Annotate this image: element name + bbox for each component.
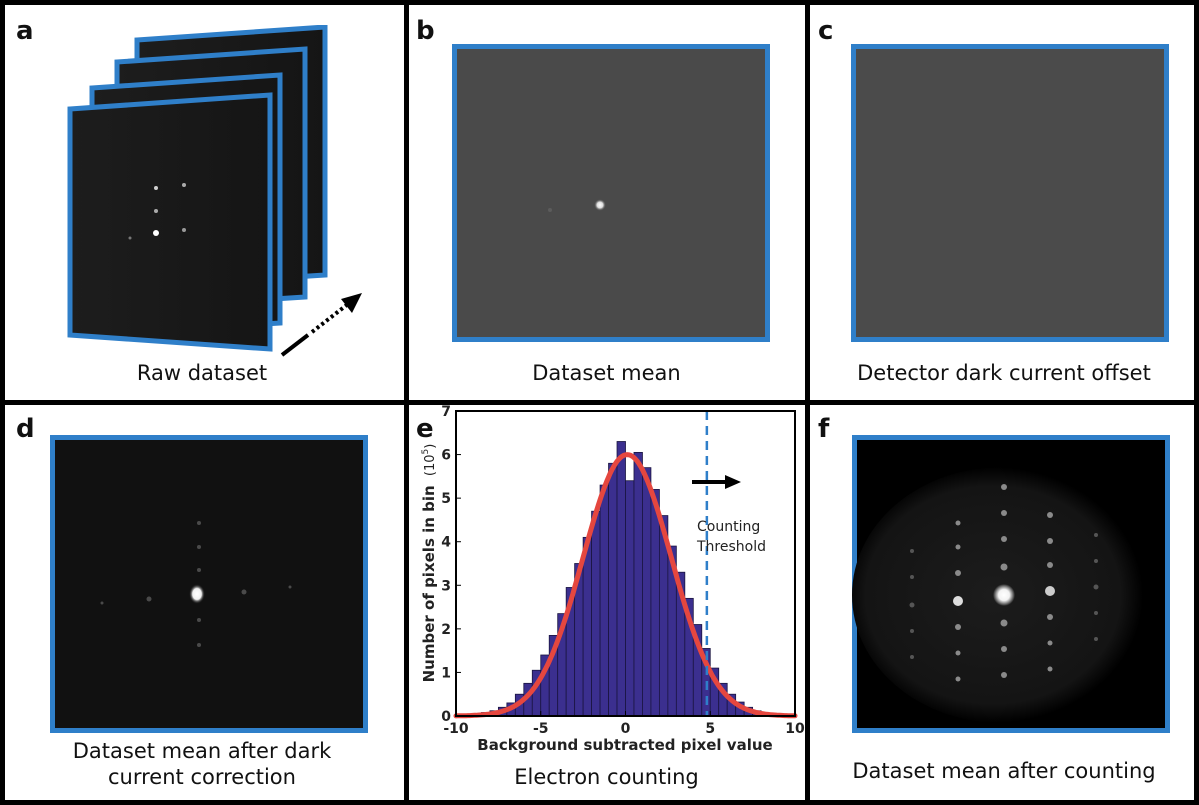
caption-d: Dataset mean after dark current correcti… — [0, 738, 404, 791]
histogram-bar — [616, 441, 626, 717]
histogram-bars — [472, 441, 779, 717]
y-axis-unit: (10 — [423, 454, 438, 476]
y-tick-label: 4 — [441, 535, 451, 551]
y-axis-unit-exp: 5 — [421, 449, 431, 455]
raw-dataset-stack — [67, 25, 362, 357]
central-beam-spot — [594, 199, 606, 211]
panel-label-a: a — [16, 16, 34, 46]
histogram-chart: -10 -5 0 5 10 0 1 2 3 4 5 6 7 Counting Threshold Bac… — [420, 405, 805, 754]
caption-f: Dataset mean after counting — [852, 759, 1156, 783]
caption-d-line-2: current correction — [108, 765, 296, 790]
histogram-bar — [582, 536, 592, 717]
caption-d-line-1: Dataset mean after dark — [72, 739, 332, 763]
x-axis-label: Background subtracted pixel value — [477, 736, 772, 754]
x-tick-label: 0 — [621, 721, 631, 737]
dark-corrected-mean-image — [50, 435, 368, 733]
gaussian-fit-curve — [453, 452, 798, 719]
histogram-bar — [650, 489, 660, 717]
panel-label-f: f — [818, 414, 830, 444]
caption-a: Raw dataset — [136, 361, 268, 385]
faint-diffraction-spots — [100, 521, 292, 647]
panel-label-b: b — [416, 16, 435, 46]
divider-h — [0, 400, 1199, 405]
x-tick-label: -10 — [443, 721, 469, 737]
diffraction-spots — [909, 484, 1099, 682]
annotation-counting: Counting — [697, 519, 760, 535]
axis-ticks: -10 -5 0 5 10 0 1 2 3 4 5 6 7 — [441, 405, 805, 737]
caption-c: Detector dark current offset — [857, 361, 1151, 385]
raw-diffraction-spots — [128, 183, 186, 240]
dataset-mean-image — [452, 44, 770, 342]
histogram-bar — [625, 480, 635, 717]
y-tick-label: 3 — [441, 578, 451, 594]
y-axis-label-text: Number of pixels in bin — [420, 485, 438, 682]
panel-label-d: d — [16, 414, 35, 444]
y-tick-label: 0 — [441, 709, 451, 725]
histogram-bar — [633, 451, 643, 717]
x-tick-label: 5 — [705, 721, 715, 737]
histogram-bar — [642, 467, 652, 717]
histogram-bar — [599, 484, 609, 717]
caption-b: Dataset mean — [532, 361, 681, 385]
y-tick-label: 1 — [441, 665, 451, 681]
annotation-threshold: Threshold — [696, 539, 766, 555]
y-tick-label: 7 — [441, 405, 451, 420]
x-tick-label: 10 — [785, 721, 805, 737]
y-axis-unit-close: ) — [423, 444, 438, 449]
panel-label-e: e — [416, 414, 434, 444]
central-beam-spot — [189, 584, 205, 604]
y-tick-label: 2 — [441, 622, 451, 638]
histogram-bar — [591, 510, 601, 717]
y-tick-label: 6 — [441, 448, 451, 464]
y-tick-label: 5 — [441, 491, 451, 507]
dashed-diagonal-arrow-icon — [280, 293, 362, 357]
right-arrow-icon — [692, 475, 741, 489]
panel-label-c: c — [818, 16, 834, 46]
y-axis-label: Number of pixels in bin (105) — [420, 444, 438, 683]
caption-e: Electron counting — [514, 765, 699, 789]
counted-mean-image — [852, 435, 1170, 733]
dark-current-offset-image — [851, 44, 1169, 342]
stack-frame-1 — [67, 92, 273, 352]
x-tick-label: -5 — [533, 721, 549, 737]
histogram-bar — [608, 462, 618, 717]
